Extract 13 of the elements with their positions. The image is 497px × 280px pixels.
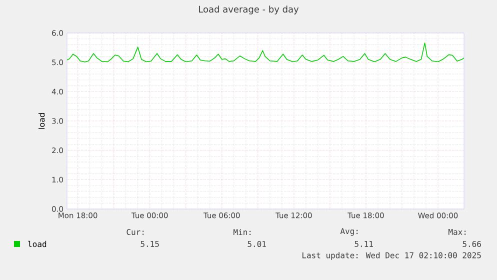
- text: 5.11: [354, 241, 373, 247]
- text: 5.15: [140, 241, 159, 247]
- text: Last update: Wed Dec 17 02:10:00 2025: [302, 252, 481, 260]
- legend-label: load: [28, 240, 46, 248]
- y-axis-title: load: [38, 113, 45, 129]
- text: Cur:: [126, 228, 144, 236]
- text: Avg:: [340, 228, 358, 236]
- text: Max:: [448, 229, 466, 235]
- text: 5.01: [248, 240, 266, 248]
- text: 5.66: [462, 240, 481, 248]
- line-series: [67, 42, 464, 62]
- chart-title: Load average - by day: [199, 6, 299, 14]
- text: Min:: [234, 228, 251, 236]
